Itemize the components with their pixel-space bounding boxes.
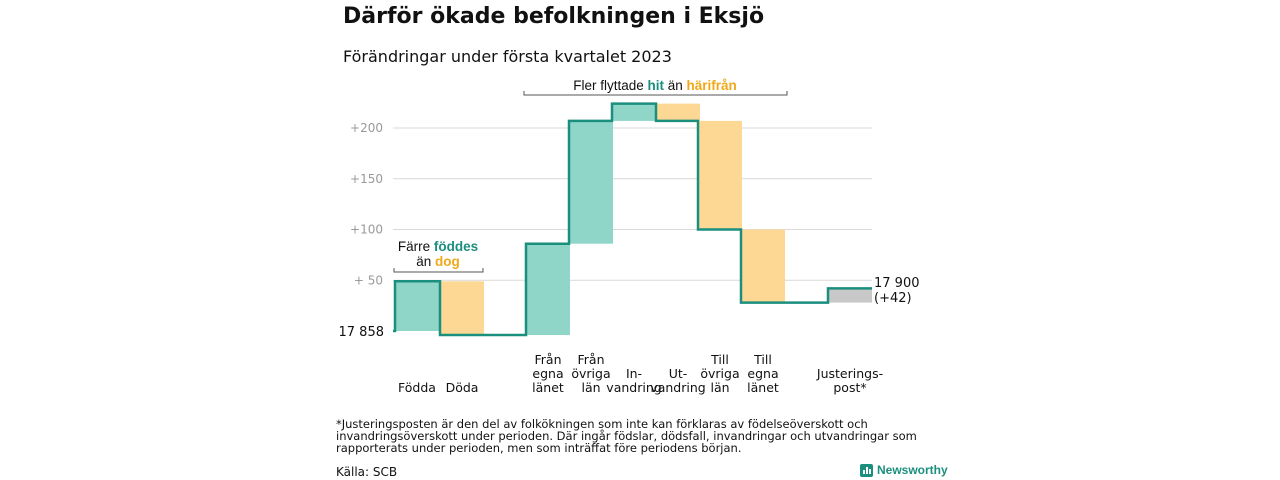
brand-logo: Newsworthy	[860, 463, 948, 477]
bar-5	[656, 103, 700, 121]
x-category-label: Till övriga län	[700, 352, 739, 395]
step-line	[393, 102, 872, 337]
x-category-label: Ut-vandring	[650, 366, 705, 395]
births-deaths-bracket	[393, 268, 484, 273]
bar-2	[526, 243, 570, 336]
end-value-label: 17 900	[874, 276, 920, 291]
bar-8	[828, 288, 872, 303]
x-category-label: In-vandring	[606, 366, 661, 395]
start-value-label: 17 858	[339, 325, 385, 340]
x-category-label: Från egna länet	[532, 352, 564, 395]
end-change-label: (+42)	[874, 291, 912, 306]
y-tick-label: + 50	[354, 273, 383, 287]
bar-chart-icon	[860, 463, 873, 477]
brand-name: Newsworthy	[877, 463, 948, 477]
x-category-label: Från övriga län	[571, 352, 610, 395]
bar-3	[569, 120, 613, 244]
x-category-label: Justerings-post*	[816, 366, 883, 395]
bar-6	[698, 120, 742, 230]
annotation-0: Färre föddes	[398, 239, 478, 254]
footnote: *Justeringsposten är den del av folkökni…	[336, 417, 917, 455]
annotation-1: än dog	[416, 254, 460, 269]
chart-subtitle: Förändringar under första kvartalet 2023	[343, 47, 672, 66]
bar-7	[741, 229, 785, 303]
bar-4	[612, 103, 656, 121]
annotation-2: Fler flyttade hit än härifrån	[573, 78, 737, 93]
y-tick-label: +200	[350, 121, 383, 135]
y-tick-label: +100	[350, 223, 383, 237]
chart-title: Därför ökade befolkningen i Eksjö	[343, 4, 765, 29]
y-tick-label: +150	[350, 172, 383, 186]
x-category-label: Döda	[446, 380, 479, 395]
x-category-label: Till egna länet	[747, 352, 779, 395]
bar-0	[395, 281, 439, 331]
bar-1	[440, 281, 484, 336]
x-category-label: Födda	[398, 380, 436, 395]
migration-bracket	[523, 91, 788, 96]
source-note: Källa: SCB	[336, 465, 398, 479]
